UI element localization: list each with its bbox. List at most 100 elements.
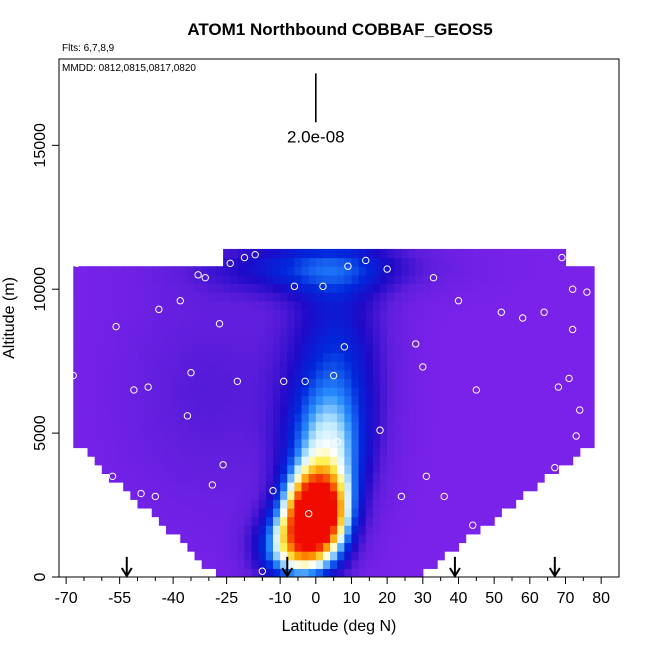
heatmap-cell (151, 326, 160, 336)
heatmap-cell (201, 335, 210, 345)
y-tick-label: 15000 (32, 123, 49, 168)
heatmap-cell (237, 266, 246, 276)
heatmap-cell (237, 335, 246, 345)
heatmap-cell (237, 300, 246, 310)
heatmap-cell (251, 438, 260, 449)
heatmap-cell (215, 533, 224, 544)
heatmap-cell (180, 378, 188, 388)
heatmap-cell (458, 507, 467, 518)
heatmap-cell (308, 507, 317, 518)
y-tick-label: 5000 (32, 415, 49, 451)
heatmap-cell (487, 369, 495, 380)
heatmap-cell (529, 257, 538, 267)
heatmap-cell (322, 559, 331, 569)
heatmap-cell (558, 309, 567, 319)
heatmap-cell (544, 274, 552, 285)
heatmap-cell (294, 326, 303, 336)
heatmap-cell (344, 438, 353, 449)
heatmap-cell (287, 456, 296, 466)
heatmap-cell (116, 456, 124, 466)
heatmap-cell (208, 421, 217, 431)
heatmap-cell (187, 507, 196, 518)
heatmap-cell (387, 352, 395, 362)
heatmap-cell (429, 283, 438, 293)
heatmap-cell (330, 525, 338, 535)
heatmap-cell (208, 266, 217, 276)
heatmap-cell (315, 464, 324, 474)
heatmap-cell (223, 283, 231, 293)
heatmap-cell (273, 412, 281, 423)
heatmap-cell (444, 482, 452, 492)
heatmap-cell (429, 343, 438, 354)
heatmap-cell (166, 456, 174, 466)
x-tick-label: 40 (450, 590, 468, 607)
heatmap-cell (479, 412, 488, 423)
heatmap-cell (437, 447, 445, 457)
heatmap-cell (501, 404, 510, 414)
heatmap-cell (308, 378, 317, 388)
heatmap-cell (94, 412, 103, 423)
heatmap-cell (394, 266, 403, 276)
heatmap-cell (130, 473, 139, 483)
heatmap-cell (287, 369, 296, 380)
heatmap-cell (415, 507, 424, 518)
heatmap-cell (529, 473, 538, 483)
heatmap-cell (572, 361, 581, 371)
heatmap-cell (522, 369, 531, 380)
heatmap-cell (315, 395, 324, 405)
heatmap-cell (422, 525, 431, 535)
heatmap-cell (166, 292, 174, 302)
heatmap-cell (315, 369, 324, 380)
heatmap-cell (351, 395, 360, 405)
heatmap-cell (322, 369, 331, 380)
sample-point (383, 265, 391, 273)
heatmap-cell (458, 456, 467, 466)
heatmap-cell (294, 473, 303, 483)
heatmap-cell (301, 395, 310, 405)
heatmap-cell (244, 507, 253, 518)
heatmap-cell (273, 568, 281, 577)
heatmap-cell (372, 318, 381, 328)
heatmap-cell (536, 361, 545, 371)
heatmap-cell (251, 525, 260, 535)
heatmap-cell (322, 404, 331, 414)
heatmap-cell (579, 326, 588, 336)
heatmap-cell (187, 378, 196, 388)
heatmap-cell (508, 266, 517, 276)
heatmap-cell (344, 309, 353, 319)
heatmap-cell (194, 352, 203, 362)
heatmap-cell (308, 292, 317, 302)
heatmap-cell (415, 473, 424, 483)
heatmap-cell (301, 335, 310, 345)
heatmap-cell (280, 300, 288, 310)
heatmap-cell (301, 473, 310, 483)
heatmap-cell (529, 412, 538, 423)
heatmap-cell (265, 369, 274, 380)
heatmap-cell (444, 464, 452, 474)
heatmap-cell (415, 412, 424, 423)
heatmap-cell (330, 387, 338, 397)
heatmap-cell (501, 387, 510, 397)
heatmap-cell (101, 438, 110, 449)
heatmap-cell (244, 361, 253, 371)
heatmap-cell (551, 292, 559, 302)
heatmap-cell (444, 387, 452, 397)
heatmap-cell (194, 421, 203, 431)
heatmap-cell (237, 352, 246, 362)
heatmap-cell (258, 507, 267, 518)
heatmap-cell (444, 326, 452, 336)
heatmap-cell (280, 507, 288, 518)
heatmap-cell (472, 274, 481, 285)
heatmap-cell (387, 542, 395, 552)
heatmap-cell (130, 404, 139, 414)
heatmap-cell (322, 568, 331, 577)
heatmap-cell (308, 430, 317, 440)
heatmap-cell (116, 473, 124, 483)
heatmap-cell (173, 343, 181, 354)
heatmap-cell (265, 456, 274, 466)
heatmap-cell (215, 361, 224, 371)
heatmap-cell (558, 438, 567, 449)
heatmap-cell (244, 404, 253, 414)
heatmap-cell (387, 412, 395, 423)
heatmap-cell (415, 464, 424, 474)
